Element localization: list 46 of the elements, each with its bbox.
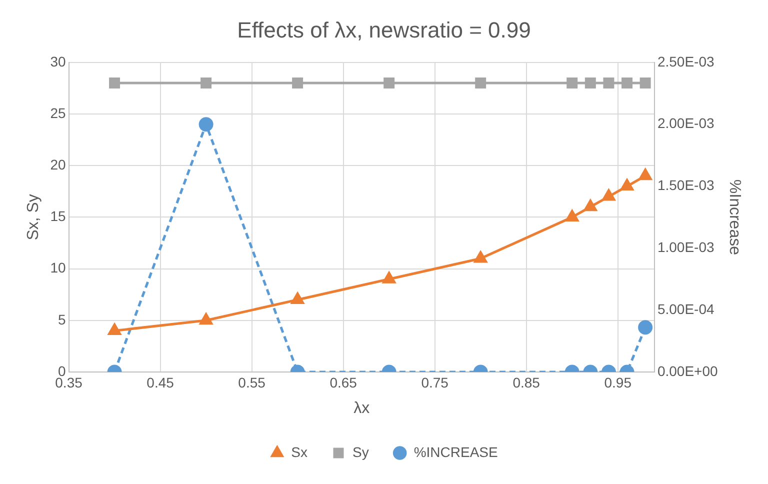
y2-tick-label: 2.00E-03 (657, 115, 714, 132)
y-axis-title: Sx, Sy (25, 194, 42, 240)
point (475, 78, 486, 89)
point (474, 251, 488, 263)
point (108, 323, 121, 335)
point (291, 292, 304, 304)
y-tick-label: 0 (58, 362, 66, 379)
x-tick-label: 0.85 (512, 374, 540, 390)
legend-label: Sy (352, 444, 369, 460)
point (292, 78, 304, 89)
x-tick-label: 0.65 (330, 374, 358, 390)
x-tick-label: 0.95 (604, 374, 632, 390)
y-tick-label: 10 (50, 260, 66, 276)
x-tick-label: 0.55 (238, 374, 266, 390)
y2-tick-label: 2.50E-03 (657, 53, 714, 70)
point (584, 200, 597, 212)
point (384, 78, 395, 89)
point (603, 78, 614, 89)
y2-tick-label: 5.00E-04 (657, 300, 714, 317)
point (584, 78, 596, 89)
legend-label: Sx (291, 444, 308, 460)
y-tick-label: 15 (50, 208, 66, 224)
x-axis-title: λx (354, 400, 370, 417)
point (382, 272, 396, 284)
y-tick-label: 30 (50, 53, 66, 70)
point (109, 78, 120, 89)
point (566, 210, 579, 222)
point (200, 78, 212, 89)
y2-tick-label: 1.50E-03 (657, 177, 714, 194)
y2-tick-label: 1.00E-03 (657, 239, 714, 256)
y-tick-label: 20 (50, 156, 66, 172)
point (622, 78, 633, 89)
y-tick-label: 25 (50, 104, 66, 121)
point (640, 78, 651, 89)
point (602, 189, 616, 201)
point (200, 313, 212, 325)
y-tick-label: 5 (58, 311, 66, 328)
legend-label: %INCREASE (414, 444, 498, 460)
y2-axis-title: %Increase (726, 179, 743, 256)
point (638, 168, 652, 180)
chart-title: Effects of λx, newsratio = 0.99 (237, 17, 531, 42)
point (620, 178, 634, 190)
x-tick-label: 0.45 (146, 374, 174, 390)
x-tick-label: 0.75 (421, 374, 449, 390)
point (566, 78, 578, 89)
y2-tick-label: 0.00E+00 (657, 362, 718, 379)
